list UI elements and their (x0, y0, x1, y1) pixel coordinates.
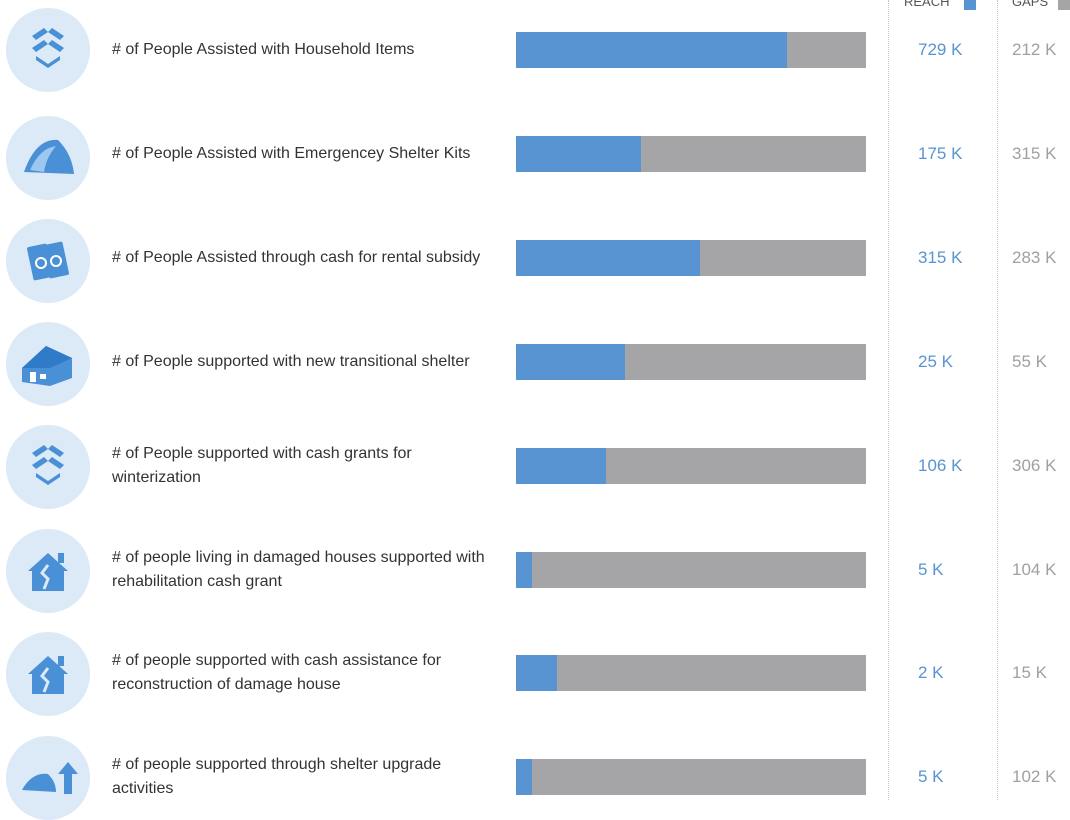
value-label: 25 K (918, 351, 953, 371)
divider (888, 0, 889, 800)
bar-segment (516, 447, 607, 484)
category-label: # of People Assisted with Emergencey She… (112, 144, 471, 162)
value-label: 2 K (918, 663, 944, 683)
bar-segment (516, 239, 701, 276)
category-label: # of People supported with new transitio… (112, 352, 470, 370)
bar-segment (532, 551, 866, 588)
bar-segment (606, 447, 866, 484)
legend-label: GAPS (1012, 0, 1049, 9)
icon (6, 736, 90, 820)
bar-segment (787, 32, 866, 68)
value-label: 5 K (918, 559, 944, 579)
value-label: 15 K (1012, 663, 1047, 683)
category-label: # of people supported through shelter up… (112, 756, 442, 798)
icon (6, 529, 90, 613)
icon (6, 425, 90, 509)
value-label: 283 K (1012, 247, 1057, 267)
divider (997, 0, 998, 800)
value-label: 55 K (1012, 351, 1047, 371)
value-label: 212 K (1012, 40, 1057, 59)
value-label: 306 K (1012, 455, 1057, 475)
category-label: # of People Assisted with Household Item… (112, 41, 415, 58)
legend-swatch (964, 0, 976, 10)
bar-segment (557, 655, 866, 692)
value-label: 315 K (918, 247, 963, 267)
legend-swatch (1058, 0, 1070, 10)
bar-segment (625, 343, 866, 380)
bar-segment (516, 32, 788, 68)
icon (6, 8, 90, 92)
bar-segment (532, 759, 866, 796)
bar-segment (516, 759, 533, 796)
category-label: # of people living in damaged houses sup… (112, 548, 485, 590)
value-label: 175 K (918, 143, 963, 163)
value-label: 102 K (1012, 767, 1057, 787)
category-label: # of People supported with cash grants f… (112, 444, 412, 486)
category-label: # of people supported with cash assistan… (112, 652, 442, 694)
bar-segment (516, 551, 533, 588)
bar-segment (516, 135, 641, 172)
icon (6, 632, 90, 716)
bar-segment (700, 239, 866, 276)
value-label: 729 K (918, 40, 963, 59)
value-label: 315 K (1012, 143, 1057, 163)
icon (6, 219, 90, 303)
value-label: 104 K (1012, 559, 1057, 579)
bar-segment (641, 135, 866, 172)
icon (6, 116, 90, 200)
legend-label: REACH (904, 0, 950, 9)
value-label: 5 K (918, 767, 944, 787)
bar-segment (516, 343, 626, 380)
category-label: # of People Assisted through cash for re… (112, 248, 481, 266)
value-label: 106 K (918, 455, 963, 475)
bar-segment (516, 655, 558, 692)
icon (6, 322, 90, 406)
